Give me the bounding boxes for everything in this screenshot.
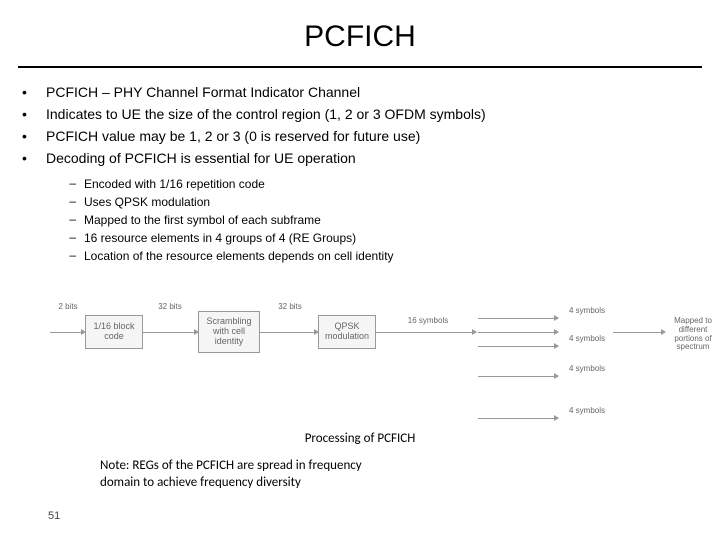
diagram-arrow — [376, 332, 476, 333]
diagram-label: 2 bits — [54, 303, 82, 312]
sub-bullet-item: – 16 resource elements in 4 groups of 4 … — [20, 230, 700, 247]
diagram-label: 32 bits — [154, 303, 186, 312]
diagram-box: Scrambling with cell identity — [198, 311, 260, 353]
diagram-arrow — [478, 418, 558, 419]
bullet-text: Indicates to UE the size of the control … — [46, 104, 700, 124]
diagram-arrow — [478, 332, 558, 333]
processing-diagram: 1/16 block code Scrambling with cell iden… — [18, 285, 702, 425]
sub-bullet-text: Uses QPSK modulation — [84, 194, 700, 211]
bullet-item: • Decoding of PCFICH is essential for UE… — [20, 148, 700, 168]
page-title: PCFICH — [0, 0, 720, 66]
title-underline — [18, 66, 702, 68]
diagram-arrow — [478, 318, 558, 319]
sub-bullet-item: – Encoded with 1/16 repetition code — [20, 176, 700, 193]
diagram-label: 4 symbols — [566, 335, 608, 344]
sub-bullet-item: – Uses QPSK modulation — [20, 194, 700, 211]
diagram-label: 32 bits — [274, 303, 306, 312]
diagram-label: 4 symbols — [566, 365, 608, 374]
sub-bullet-mark: – — [62, 248, 84, 265]
bullet-text: Decoding of PCFICH is essential for UE o… — [46, 148, 700, 168]
sub-bullet-mark: – — [62, 230, 84, 247]
sub-bullet-mark: – — [62, 176, 84, 193]
diagram-label: 4 symbols — [566, 307, 608, 316]
sub-bullet-mark: – — [62, 194, 84, 211]
sub-bullet-text: Location of the resource elements depend… — [84, 248, 700, 265]
diagram-arrow — [50, 332, 85, 333]
bullet-text: PCFICH value may be 1, 2 or 3 (0 is rese… — [46, 126, 700, 146]
footnote-line: Note: REGs of the PCFICH are spread in f… — [100, 458, 720, 475]
sub-bullet-mark: – — [62, 212, 84, 229]
sub-bullet-item: – Mapped to the first symbol of each sub… — [20, 212, 700, 229]
diagram-label: 4 symbols — [566, 407, 608, 416]
bullet-mark: • — [20, 148, 46, 168]
sub-bullet-text: Mapped to the first symbol of each subfr… — [84, 212, 700, 229]
bullet-mark: • — [20, 82, 46, 102]
diagram-arrow — [478, 376, 558, 377]
diagram-arrow — [260, 332, 318, 333]
diagram-caption: Processing of PCFICH — [0, 431, 720, 446]
diagram-label: 16 symbols — [404, 317, 452, 326]
diagram-label: Mapped to different portions of spectrum — [666, 317, 720, 352]
sub-bullet-text: 16 resource elements in 4 groups of 4 (R… — [84, 230, 700, 247]
bullet-list: • PCFICH – PHY Channel Format Indicator … — [20, 82, 700, 265]
page-number: 51 — [48, 510, 60, 522]
diagram-arrow — [143, 332, 198, 333]
diagram-arrow — [613, 332, 665, 333]
footnote: Note: REGs of the PCFICH are spread in f… — [100, 458, 720, 492]
diagram-arrow — [478, 346, 558, 347]
bullet-item: • Indicates to UE the size of the contro… — [20, 104, 700, 124]
diagram-box: QPSK modulation — [318, 315, 376, 349]
diagram-box: 1/16 block code — [85, 315, 143, 349]
sub-bullet-text: Encoded with 1/16 repetition code — [84, 176, 700, 193]
bullet-mark: • — [20, 104, 46, 124]
bullet-mark: • — [20, 126, 46, 146]
footnote-line: domain to achieve frequency diversity — [100, 475, 720, 492]
sub-bullet-item: – Location of the resource elements depe… — [20, 248, 700, 265]
bullet-item: • PCFICH value may be 1, 2 or 3 (0 is re… — [20, 126, 700, 146]
bullet-item: • PCFICH – PHY Channel Format Indicator … — [20, 82, 700, 102]
bullet-text: PCFICH – PHY Channel Format Indicator Ch… — [46, 82, 700, 102]
